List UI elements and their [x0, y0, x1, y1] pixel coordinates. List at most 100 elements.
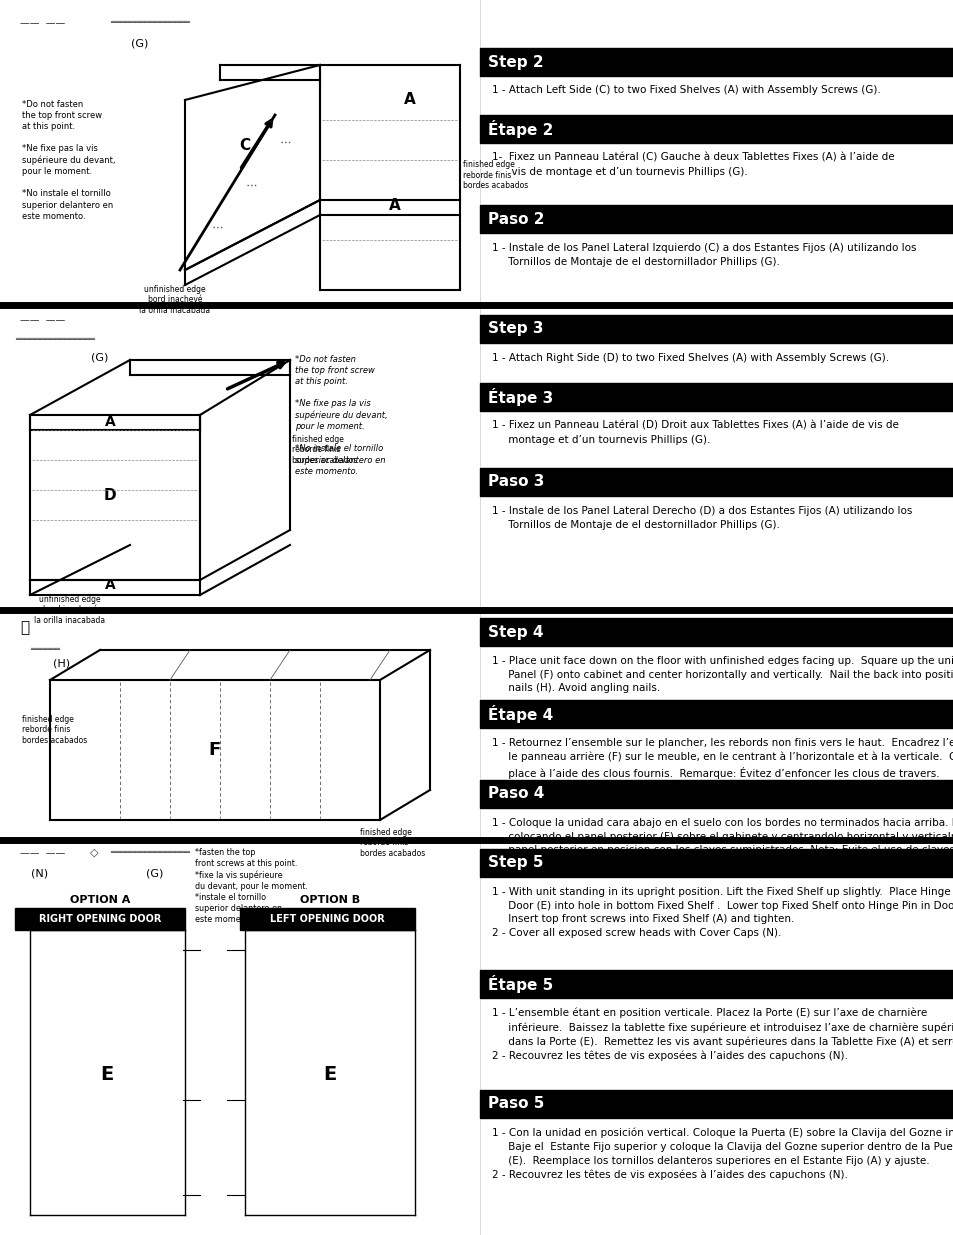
Point [424, 783, 436, 798]
Point [284, 368, 295, 383]
Text: A: A [404, 93, 416, 107]
Point [194, 588, 206, 603]
Point [194, 942, 206, 957]
Text: E: E [100, 1066, 113, 1084]
Point [239, 923, 251, 937]
Point [452, 153, 463, 168]
Point [27, 452, 38, 467]
Bar [479, 700, 953, 727]
Bar [15, 908, 185, 930]
Point [424, 642, 436, 657]
Point [179, 93, 191, 107]
Point [374, 813, 385, 827]
Text: Paso 4: Paso 4 [488, 787, 544, 802]
Point [454, 58, 465, 73]
Point [251, 178, 262, 193]
Point [194, 422, 206, 437]
Text: 1-  Fixez un Panneau Latéral (C) Gauche à deux Tablettes Fixes (A) à l’aide de
 : 1- Fixez un Panneau Latéral (C) Gauche à… [492, 153, 894, 177]
Point [179, 263, 191, 278]
Bar [479, 468, 953, 496]
Point [179, 263, 191, 278]
Point [24, 923, 35, 937]
Point [193, 422, 204, 437]
Point [179, 1208, 191, 1223]
Text: 1 - Retournez l’ensemble sur le plancher, les rebords non finis vers le haut.  E: 1 - Retournez l’ensemble sur le plancher… [492, 739, 953, 779]
Point [316, 232, 328, 247]
Point [24, 573, 35, 588]
Text: Step 2: Step 2 [488, 54, 543, 69]
Line: 2 pts: 2 pts [185, 65, 319, 100]
Point [314, 73, 325, 88]
Text: ——  ——: —— —— [20, 315, 65, 325]
Point [214, 73, 226, 88]
Point [409, 923, 420, 937]
Point [314, 58, 325, 73]
Point [374, 813, 385, 827]
Point [284, 642, 295, 657]
Bar [240, 908, 415, 930]
Text: *Do not fasten
the top front screw
at this point.

*Ne fixe pas la vis
supérieur: *Do not fasten the top front screw at th… [294, 354, 387, 475]
Point [214, 73, 226, 88]
Line: 2 pts: 2 pts [200, 545, 290, 595]
Point [221, 942, 233, 957]
Point [94, 642, 106, 657]
Text: Étape 3: Étape 3 [488, 388, 553, 406]
Point [424, 783, 436, 798]
Point [214, 810, 226, 825]
Point [284, 352, 295, 367]
Point [314, 283, 325, 298]
Point [284, 522, 295, 537]
Point [179, 93, 191, 107]
Line: 2 pts: 2 pts [30, 359, 130, 415]
Point [24, 408, 35, 422]
Point [454, 283, 465, 298]
Text: OPTION B: OPTION B [299, 895, 359, 905]
Point [454, 58, 465, 73]
Text: (N): (N) [31, 868, 49, 878]
Point [239, 1208, 251, 1223]
Point [452, 193, 463, 207]
Text: 1 - Attach Left Side (C) to two Fixed Shelves (A) with Assembly Screws (G).: 1 - Attach Left Side (C) to two Fixed Sh… [492, 85, 880, 95]
Text: F: F [209, 741, 221, 760]
Point [24, 408, 35, 422]
Text: 1 - Fixez un Panneau Latéral (D) Droit aux Tablettes Fixes (A) à l’aide de vis d: 1 - Fixez un Panneau Latéral (D) Droit a… [492, 421, 898, 445]
Point [284, 352, 295, 367]
Point [314, 193, 325, 207]
Bar [479, 115, 953, 143]
Point [44, 813, 55, 827]
Point [27, 422, 38, 437]
Point [384, 642, 395, 657]
Point [221, 1093, 233, 1108]
Point [239, 1188, 251, 1203]
Point [164, 673, 175, 688]
Text: 🔨: 🔨 [20, 620, 30, 635]
Point [264, 673, 275, 688]
Point [316, 193, 328, 207]
Point [284, 522, 295, 537]
Point [374, 673, 385, 688]
Point [452, 232, 463, 247]
Point [177, 1188, 189, 1203]
Text: Étape 2: Étape 2 [488, 120, 553, 138]
Point [239, 942, 251, 957]
Point [24, 573, 35, 588]
Point [314, 58, 325, 73]
Bar [479, 848, 953, 877]
Point [214, 58, 226, 73]
Point [164, 810, 175, 825]
Point [114, 810, 126, 825]
Point [179, 278, 191, 293]
Text: *Do not fasten
the top front screw
at this point.

*Ne fixe pas la vis
supérieur: *Do not fasten the top front screw at th… [22, 100, 115, 221]
Point [194, 1188, 206, 1203]
Point [409, 923, 420, 937]
Point [314, 207, 325, 222]
Text: Étape 4: Étape 4 [488, 705, 553, 722]
Line: 2 pts: 2 pts [50, 650, 100, 680]
Point [124, 368, 135, 383]
Point [409, 1208, 420, 1223]
Point [285, 135, 296, 149]
Point [409, 1208, 420, 1223]
Point [275, 135, 287, 149]
Point [24, 422, 35, 437]
Text: unfinished edge
bord inachevé
la orilla inacabada: unfinished edge bord inachevé la orilla … [34, 595, 106, 625]
